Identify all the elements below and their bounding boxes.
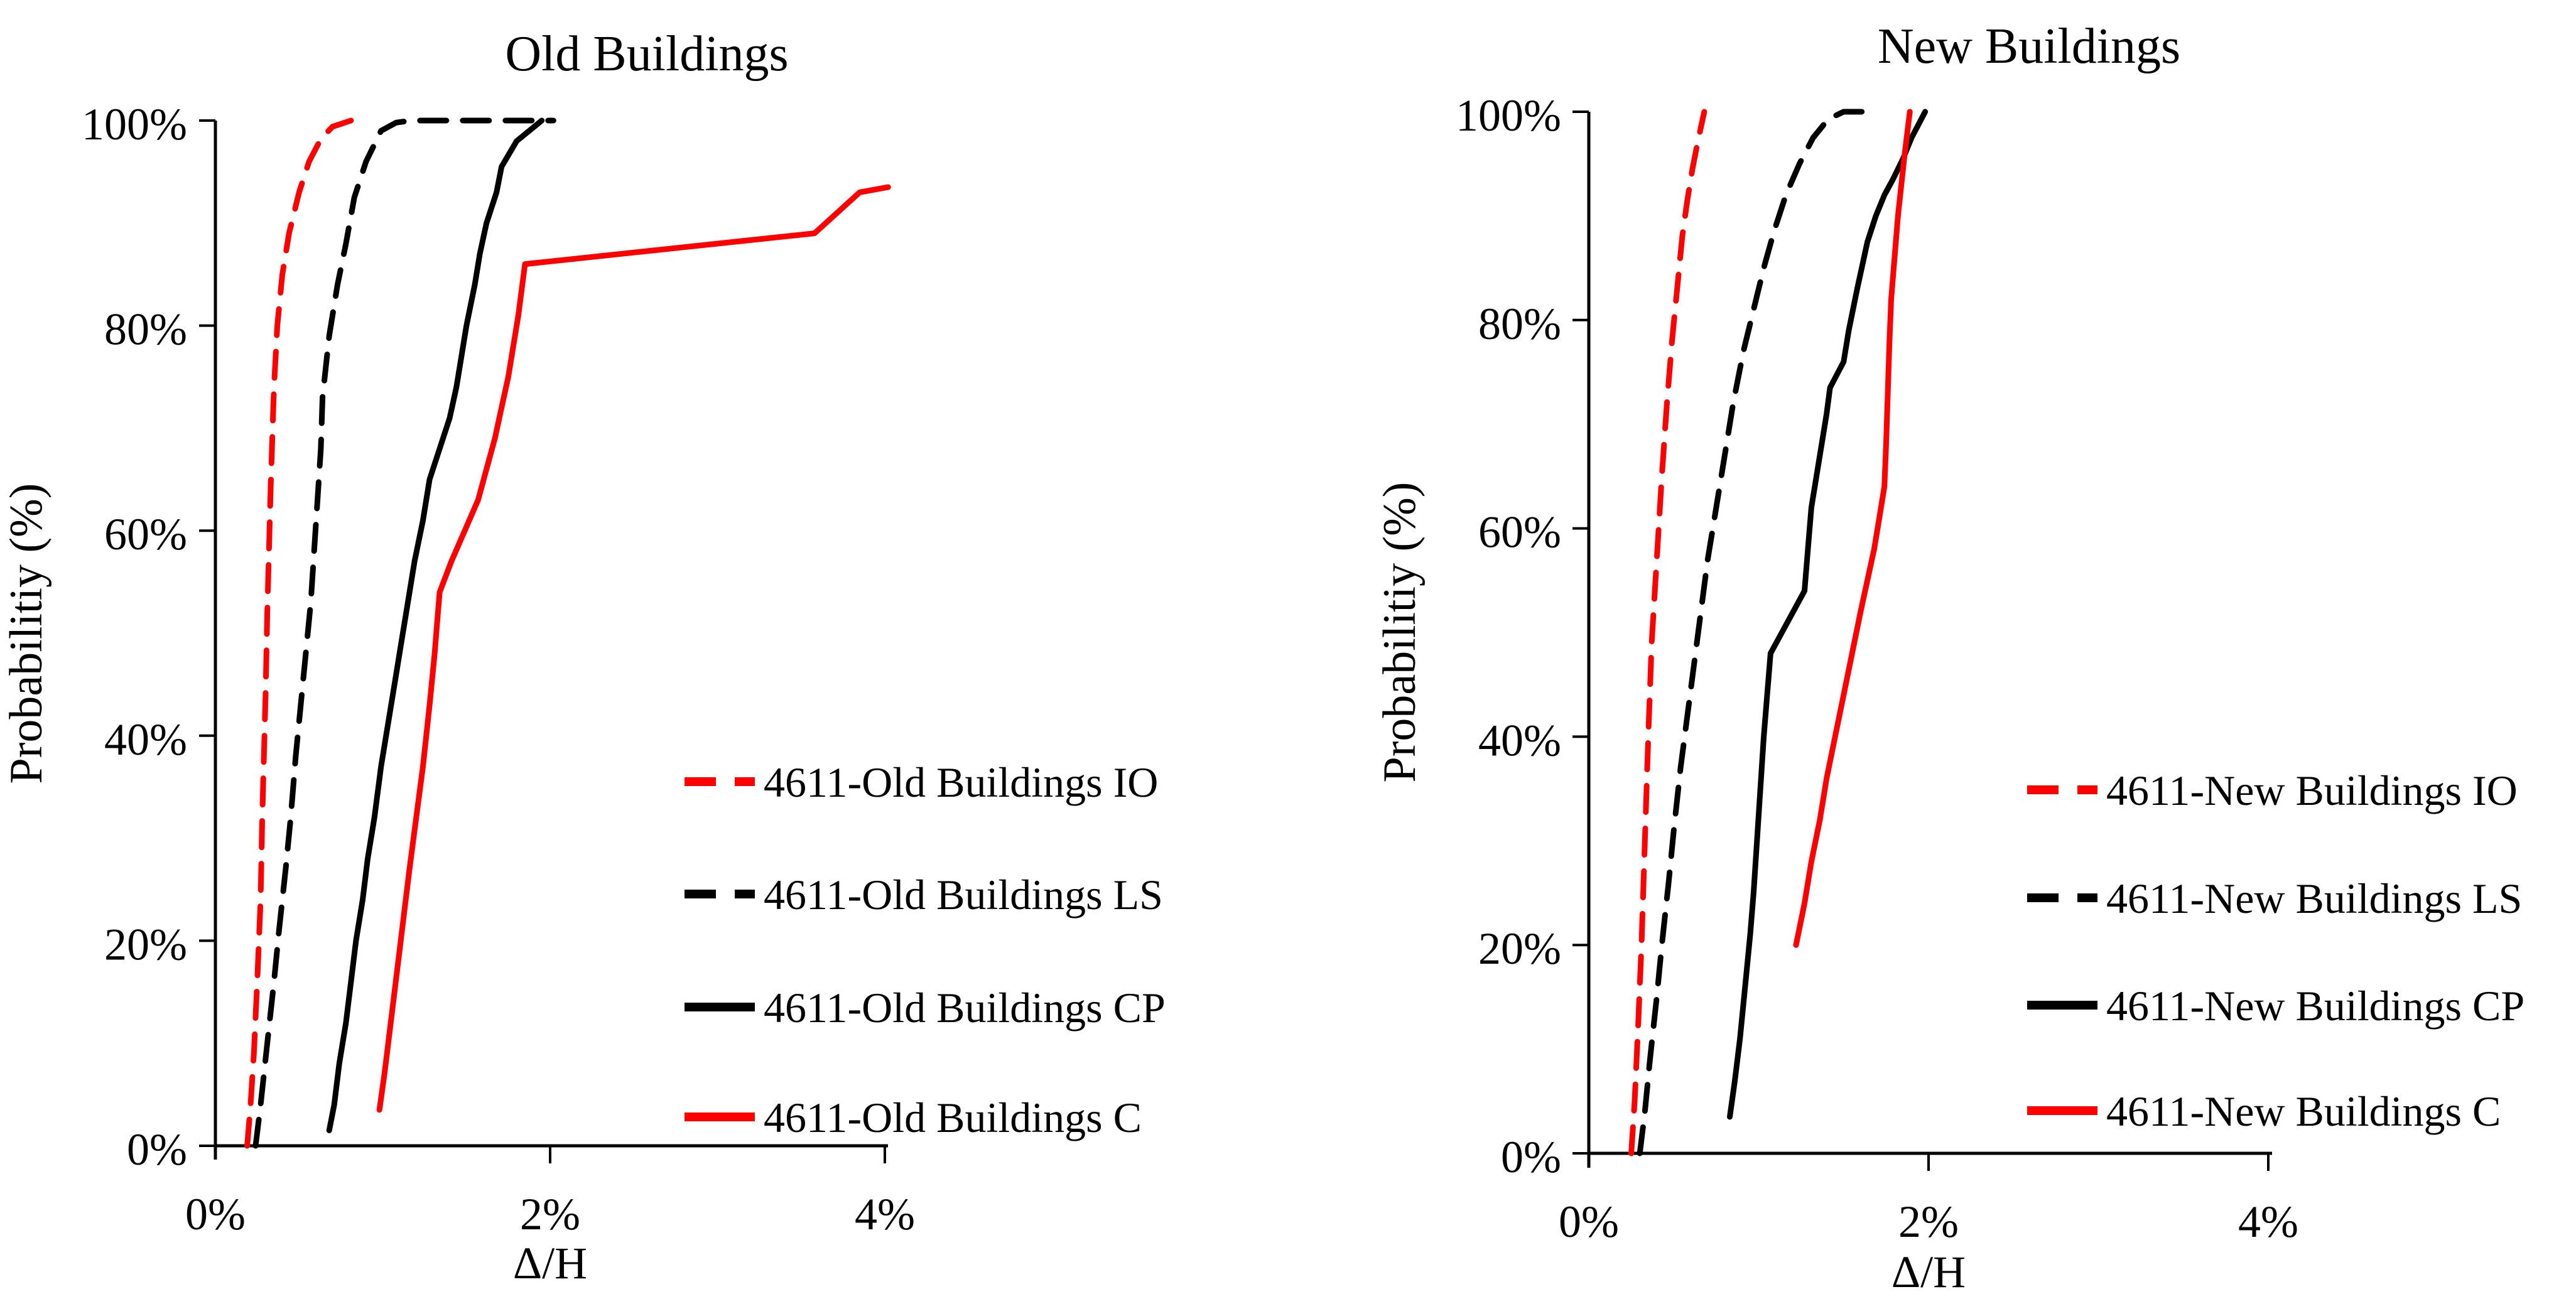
y-axis-label: Probabilitiy (%): [1374, 482, 1426, 783]
x-tick-label: 0%: [185, 1189, 246, 1239]
x-tick-label: 2%: [520, 1189, 580, 1239]
old-buildings-title: Old Buildings: [505, 26, 788, 82]
y-tick-label: 80%: [104, 304, 187, 355]
new-buildings-chart: 0% 20% 40% 60% 80% 100% 0% 2% 4% New Buildings Δ/H…: [1374, 19, 2525, 1297]
legend-label-4611-new-buildings-ls: 4611-New Buildings LS: [2106, 875, 2522, 922]
series-line-4611-old-buildings-ls: [252, 117, 556, 1149]
series-line-4611-new-buildings-c: [1793, 109, 1913, 948]
legend-label-4611-old-buildings-ls: 4611-Old Buildings LS: [764, 871, 1163, 919]
y-tick-label: 40%: [1478, 715, 1561, 765]
new-buildings-title: New Buildings: [1878, 19, 2180, 74]
legend-label-4611-new-buildings-io: 4611-New Buildings IO: [2106, 767, 2518, 814]
x-tick-label: 0%: [1559, 1197, 1619, 1247]
y-tick-label: 0%: [127, 1124, 187, 1175]
series-line-4611-new-buildings-ls: [1637, 109, 1871, 1156]
series-line-4611-old-buildings-io: [244, 117, 354, 1149]
legend-label-4611-old-buildings-c: 4611-Old Buildings C: [764, 1094, 1142, 1141]
series-line-4611-old-buildings-c: [376, 184, 891, 1113]
legend-label-4611-old-buildings-io: 4611-Old Buildings IO: [764, 758, 1158, 806]
x-axis-label: Δ/H: [513, 1238, 587, 1288]
x-tick-label: 4%: [2238, 1197, 2298, 1247]
y-tick-label: 80%: [1478, 299, 1561, 349]
legend-label-4611-old-buildings-cp: 4611-Old Buildings CP: [764, 984, 1166, 1032]
old-buildings-chart: 0% 20% 40% 60% 80% 100% 0% 2% 4% Old Buildings Δ/H…: [1, 26, 1166, 1288]
legend-label-4611-new-buildings-c: 4611-New Buildings C: [2106, 1087, 2501, 1135]
y-tick-label: 20%: [104, 919, 187, 969]
x-tick-label: 2%: [1898, 1197, 1959, 1247]
x-tick-label: 4%: [855, 1189, 915, 1239]
y-tick-label: 40%: [104, 714, 187, 765]
y-tick-label: 100%: [82, 99, 187, 149]
series-line-4611-new-buildings-io: [1628, 109, 1707, 1156]
y-tick-label: 20%: [1478, 924, 1561, 974]
y-tick-label: 0%: [1501, 1132, 1561, 1182]
series-line-4611-new-buildings-cp: [1727, 109, 1929, 1120]
series-line-4611-old-buildings-cp: [326, 117, 545, 1133]
legend-label-4611-new-buildings-cp: 4611-New Buildings CP: [2106, 982, 2525, 1030]
x-axis-label: Δ/H: [1891, 1247, 1966, 1297]
y-tick-label: 60%: [1478, 507, 1561, 558]
y-axis-label: Probabilitiy (%): [1, 483, 52, 784]
y-tick-label: 100%: [1456, 90, 1561, 141]
y-tick-label: 60%: [104, 509, 187, 559]
